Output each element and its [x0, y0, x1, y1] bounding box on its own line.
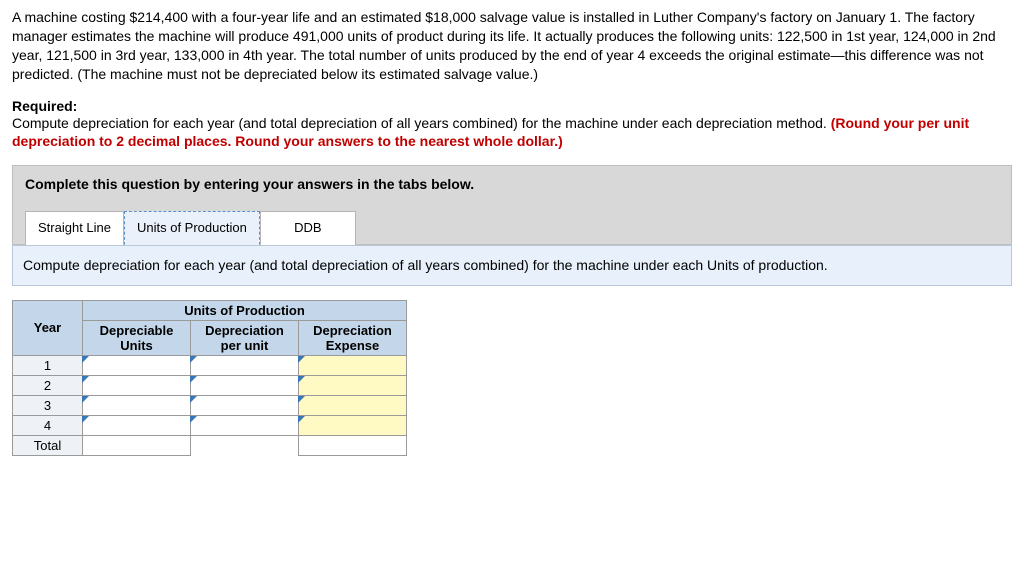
- edit-tick-icon: [190, 356, 197, 363]
- input-depr-units-3[interactable]: [83, 395, 191, 415]
- table-row: 2: [13, 375, 407, 395]
- edit-tick-icon: [190, 376, 197, 383]
- input-depr-expense-total[interactable]: [299, 435, 407, 455]
- edit-tick-icon: [298, 376, 305, 383]
- input-depr-per-unit-4[interactable]: [191, 415, 299, 435]
- depreciation-table: Year Units of Production Depreciable Uni…: [12, 300, 407, 456]
- empty-cell: [191, 435, 299, 455]
- required-text: Compute depreciation for each year (and …: [12, 115, 827, 131]
- cell-year: 2: [13, 375, 83, 395]
- tabs-container: Complete this question by entering your …: [12, 165, 1012, 245]
- input-depr-expense-4[interactable]: [299, 415, 407, 435]
- edit-tick-icon: [190, 416, 197, 423]
- cell-year: 4: [13, 415, 83, 435]
- input-depr-per-unit-1[interactable]: [191, 355, 299, 375]
- input-depr-expense-2[interactable]: [299, 375, 407, 395]
- edit-tick-icon: [82, 416, 89, 423]
- depreciation-table-wrap: Year Units of Production Depreciable Uni…: [12, 300, 1012, 456]
- tab-ddb[interactable]: DDB: [260, 211, 356, 245]
- edit-tick-icon: [82, 396, 89, 403]
- input-depr-expense-1[interactable]: [299, 355, 407, 375]
- edit-tick-icon: [298, 416, 305, 423]
- cell-year: 1: [13, 355, 83, 375]
- tabs-instruction: Complete this question by entering your …: [25, 176, 999, 210]
- table-superheader: Units of Production: [83, 300, 407, 320]
- input-depr-units-2[interactable]: [83, 375, 191, 395]
- input-depr-units-total[interactable]: [83, 435, 191, 455]
- table-row: 1: [13, 355, 407, 375]
- problem-paragraph: A machine costing $214,400 with a four-y…: [12, 8, 1012, 84]
- edit-tick-icon: [82, 376, 89, 383]
- col-header-depr-units: Depreciable Units: [83, 320, 191, 355]
- input-depr-units-1[interactable]: [83, 355, 191, 375]
- col-header-depr-expense: Depreciation Expense: [299, 320, 407, 355]
- tab-straight-line[interactable]: Straight Line: [25, 211, 124, 245]
- edit-tick-icon: [298, 356, 305, 363]
- input-depr-per-unit-3[interactable]: [191, 395, 299, 415]
- col-header-depr-per-unit: Depreciation per unit: [191, 320, 299, 355]
- table-row: 4: [13, 415, 407, 435]
- required-section: Required: Compute depreciation for each …: [12, 98, 1012, 152]
- input-depr-expense-3[interactable]: [299, 395, 407, 415]
- col-header-year: Year: [13, 300, 83, 355]
- tabs-row: Straight Line Units of Production DDB: [25, 210, 999, 244]
- cell-year: 3: [13, 395, 83, 415]
- edit-tick-icon: [190, 396, 197, 403]
- tab-panel-instruction: Compute depreciation for each year (and …: [12, 245, 1012, 286]
- input-depr-per-unit-2[interactable]: [191, 375, 299, 395]
- tab-units-of-production[interactable]: Units of Production: [124, 211, 260, 245]
- input-depr-units-4[interactable]: [83, 415, 191, 435]
- table-row: 3: [13, 395, 407, 415]
- edit-tick-icon: [82, 356, 89, 363]
- required-label: Required:: [12, 98, 1012, 114]
- cell-year: Total: [13, 435, 83, 455]
- edit-tick-icon: [298, 396, 305, 403]
- table-row: Total: [13, 435, 407, 455]
